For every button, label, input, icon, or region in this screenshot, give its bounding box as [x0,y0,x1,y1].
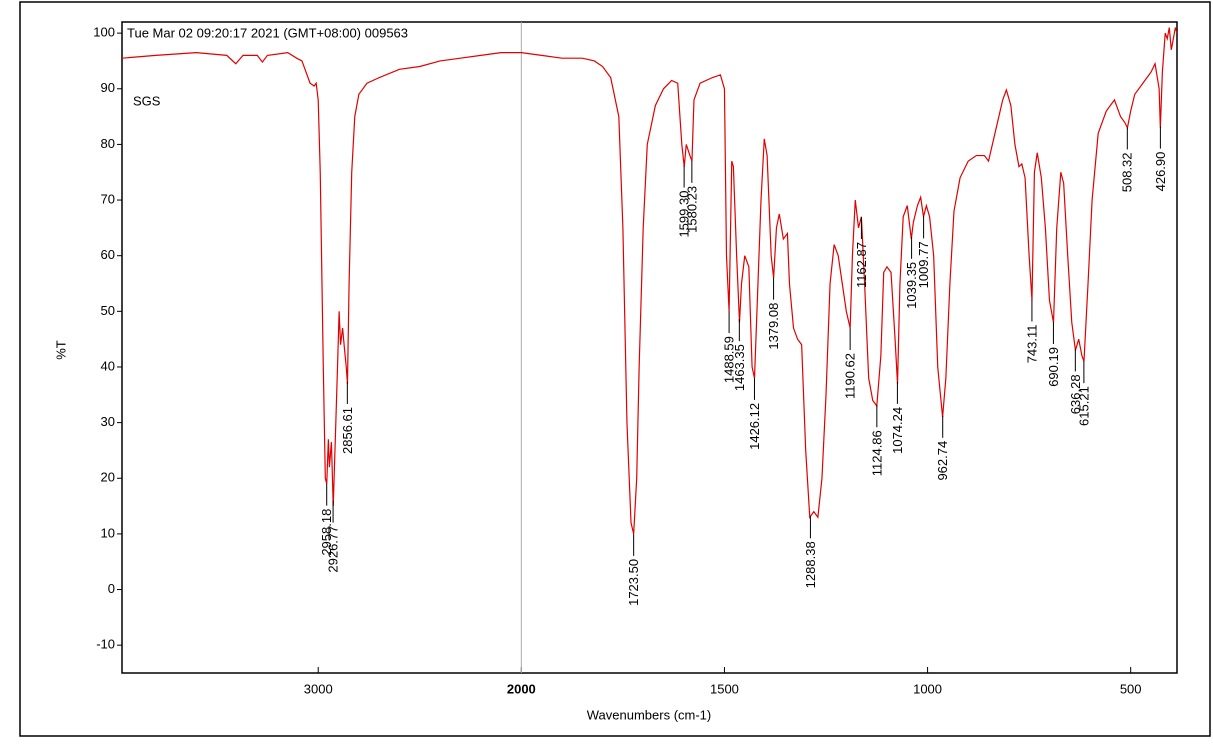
peak-label: 1039.35 [904,262,919,309]
y-tick-label: 60 [101,247,115,262]
peak-label: 426.90 [1153,152,1168,192]
peak-label: 690.19 [1046,347,1061,387]
peak-label: 1288.38 [803,541,818,588]
peak-label: 1488.59 [722,336,737,383]
y-tick-label: 10 [101,525,115,540]
y-tick-label: 80 [101,136,115,151]
y-tick-label: 90 [101,80,115,95]
peak-label: 1190.62 [843,353,858,399]
peak-label: 1379.08 [766,303,781,350]
peak-label: 1074.24 [890,407,905,454]
peak-label: 743.11 [1024,325,1039,364]
x-tick-label: 2000 [507,681,536,696]
peak-label: 1162.87 [854,242,869,288]
y-axis-label: %T [53,340,68,360]
y-tick-label: 0 [108,581,115,596]
y-tick-label: -10 [96,637,115,652]
peak-label: 508.32 [1120,152,1135,192]
spectrum-group [122,27,1177,535]
x-tick-label: 1500 [710,681,739,696]
peak-label: 1463.35 [732,344,747,391]
y-tick-label: 70 [101,191,115,206]
header: Tue Mar 02 09:20:17 2021 (GMT+08:00) 009… [127,25,408,40]
peak-label: 2958.18 [319,509,334,556]
peak-label: 636.28 [1068,374,1083,414]
peak-label: 1124.86 [869,430,884,476]
y-tick-label: 100 [93,25,115,40]
peak-label: 1599.30 [677,191,692,238]
x-tick-label: 3000 [304,681,333,696]
x-tick-label: 1000 [913,681,942,696]
peak-label: 2856.61 [340,407,355,454]
y-tick-label: 30 [101,414,115,429]
peak-label: 2926.77 [326,526,341,573]
peak-label: 962.74 [935,441,950,481]
outer-frame [19,1,1211,737]
plot-frame [121,21,1178,674]
x-tick-label: 500 [1120,681,1142,696]
peak-label: 615.21 [1076,386,1091,426]
peak-label: 1580.23 [684,186,699,233]
y-tick-label: 40 [101,358,115,373]
spectrum-line [122,27,1177,535]
peak-label: 1426.12 [747,403,762,450]
peak-label: 1009.77 [916,241,931,288]
peak-label: 1723.50 [626,559,641,606]
sample-label: SGS [133,93,161,108]
x-axis-label: Wavenumbers (cm-1) [587,707,711,722]
y-tick-label: 20 [101,470,115,485]
y-tick-label: 50 [101,303,115,318]
